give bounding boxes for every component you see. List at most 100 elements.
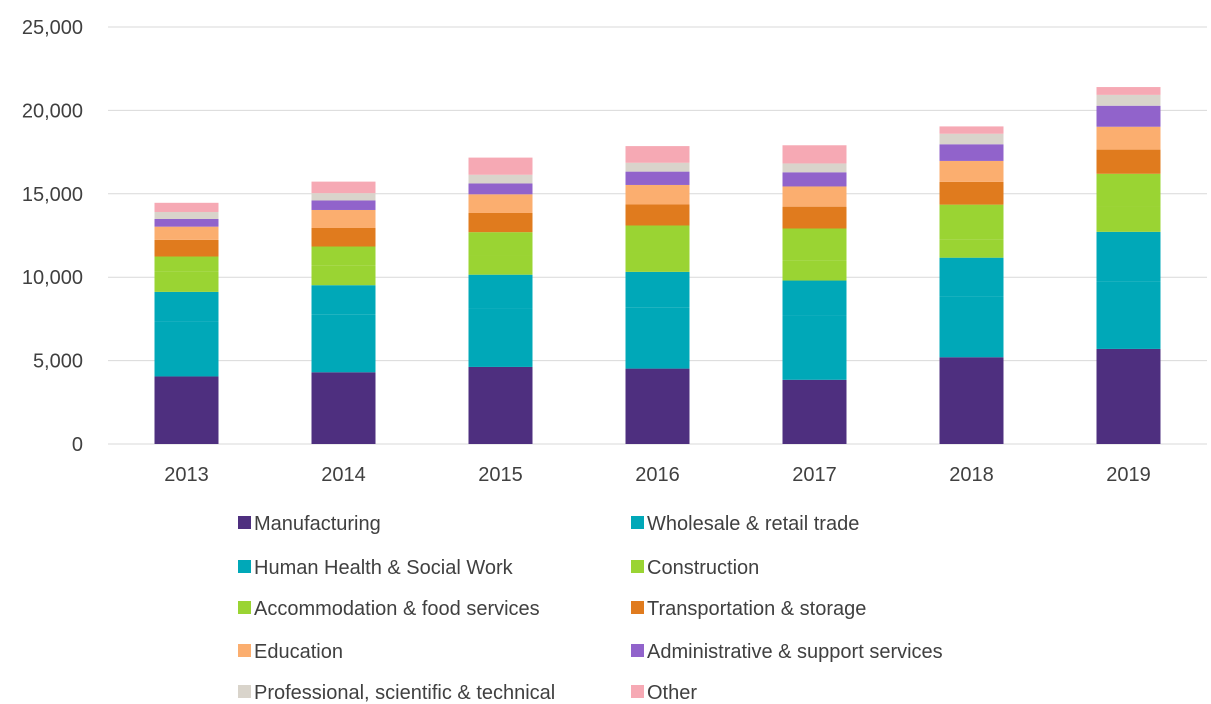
legend-swatch: [631, 601, 644, 614]
bar-segment: [782, 186, 847, 207]
bar-segment: [311, 181, 376, 194]
bar-segment: [1096, 206, 1161, 232]
bar-segment: [939, 133, 1004, 145]
bar-segment: [1096, 94, 1161, 106]
legend-label: Education: [254, 641, 343, 663]
bar-segment: [625, 204, 690, 226]
bar-segment: [782, 315, 847, 380]
bar-segment: [468, 212, 533, 233]
bar-segment: [625, 146, 690, 163]
bar-segment: [468, 174, 533, 184]
bar-segment: [782, 228, 847, 261]
bar-segment: [939, 204, 1004, 240]
bar-segment: [625, 171, 690, 185]
bar-segment: [468, 232, 533, 256]
bar-segment: [782, 379, 847, 444]
bar-segment: [154, 218, 219, 227]
bar-segment: [782, 280, 847, 316]
bar-segment: [1096, 173, 1161, 207]
bar-segment: [468, 308, 533, 367]
legend-swatch: [238, 685, 251, 698]
bar-segment: [154, 271, 219, 292]
bar-segment: [311, 285, 376, 315]
legend-swatch: [631, 516, 644, 529]
bar-segment: [625, 252, 690, 272]
legend-label: Construction: [647, 557, 759, 579]
bar-segment: [311, 200, 376, 210]
bar-segment: [782, 163, 847, 173]
bar-segment: [311, 314, 376, 373]
bar-segment: [154, 256, 219, 272]
legend-swatch: [238, 560, 251, 573]
bar-segment: [1096, 126, 1161, 150]
legend-label: Accommodation & food services: [254, 598, 540, 620]
bar-segment: [468, 366, 533, 444]
bar-segment: [468, 274, 533, 309]
bar-segment: [154, 291, 219, 322]
legend-label: Professional, scientific & technical: [254, 682, 555, 704]
y-tick-label: 5,000: [33, 351, 83, 373]
bar-segment: [468, 157, 533, 175]
legend-swatch: [631, 644, 644, 657]
bar-segment: [939, 126, 1004, 134]
legend-label: Other: [647, 682, 697, 704]
x-tick-label: 2014: [321, 464, 366, 486]
bar-segment: [468, 194, 533, 213]
bar-segment: [468, 255, 533, 275]
bar-segment: [625, 184, 690, 205]
bar-segment: [782, 206, 847, 229]
bar-segment: [311, 265, 376, 286]
bar-segment: [468, 183, 533, 195]
x-axis-ticks: 2013 2014 2015 2016 2017 2018 2019: [164, 464, 1151, 486]
x-tick-label: 2017: [792, 464, 837, 486]
bar-segment: [154, 226, 219, 240]
bar-segment: [1096, 105, 1161, 127]
bar-segment: [1096, 87, 1161, 95]
bar-segment: [154, 202, 219, 212]
y-tick-label: 15,000: [22, 184, 83, 206]
bar-segment: [782, 260, 847, 281]
x-tick-label: 2013: [164, 464, 209, 486]
legend-label: Transportation & storage: [647, 598, 866, 620]
x-tick-label: 2015: [478, 464, 523, 486]
bar-segment: [625, 162, 690, 172]
y-axis-ticks: 0 5,000 10,000 15,000 20,000 25,000: [22, 17, 83, 456]
bar-segment: [939, 239, 1004, 258]
bar-segment: [939, 357, 1004, 444]
bar-segment: [311, 246, 376, 266]
bar-segment: [1096, 348, 1161, 444]
bar-segment: [154, 321, 219, 377]
legend-swatch: [238, 644, 251, 657]
bar-segment: [311, 209, 376, 228]
bar-segment: [154, 376, 219, 444]
legend-swatch: [238, 601, 251, 614]
legend: Manufacturing Wholesale & retail trade Hum…: [238, 513, 943, 704]
legend-label: Administrative & support services: [647, 641, 943, 663]
bar-segment: [154, 239, 219, 257]
x-tick-label: 2019: [1106, 464, 1151, 486]
legend-label: Manufacturing: [254, 513, 381, 535]
bar-segment: [311, 193, 376, 201]
bar-segment: [782, 172, 847, 187]
bar-segment: [1096, 281, 1161, 349]
bars: [154, 87, 1161, 444]
legend-swatch: [238, 516, 251, 529]
x-tick-label: 2018: [949, 464, 994, 486]
legend-label: Human Health & Social Work: [254, 557, 514, 579]
y-tick-label: 0: [72, 434, 83, 456]
x-tick-label: 2016: [635, 464, 680, 486]
bar-segment: [311, 227, 376, 247]
bar-segment: [625, 271, 690, 308]
bar-segment: [939, 181, 1004, 205]
bar-segment: [1096, 149, 1161, 174]
bar-segment: [939, 144, 1004, 161]
legend-swatch: [631, 685, 644, 698]
legend-label: Wholesale & retail trade: [647, 513, 859, 535]
bar-segment: [939, 257, 1004, 297]
y-tick-label: 10,000: [22, 267, 83, 289]
bar-segment: [625, 225, 690, 253]
bar-segment: [782, 145, 847, 164]
bar-segment: [939, 296, 1004, 358]
